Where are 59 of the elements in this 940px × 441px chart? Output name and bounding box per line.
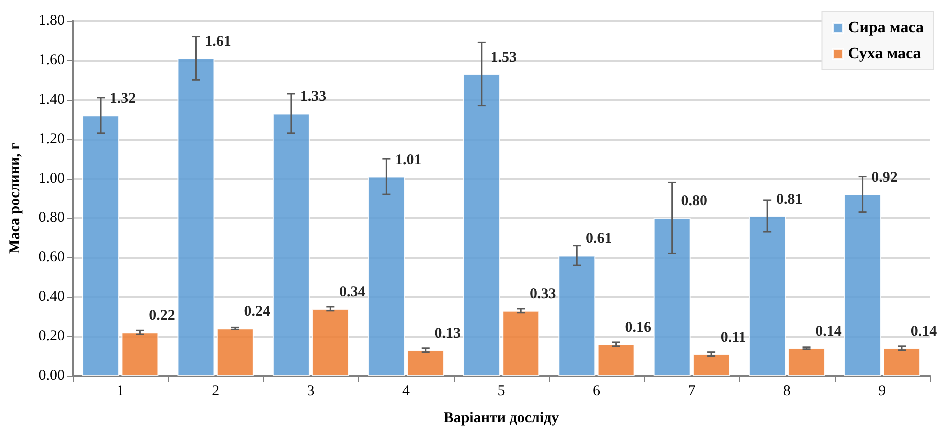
bar	[272, 114, 310, 376]
data-label: 0.16	[625, 320, 652, 336]
y-axis-title: Маса рослини, г	[8, 142, 24, 254]
bar	[558, 256, 596, 376]
x-tick-label: 3	[307, 384, 315, 400]
x-axis-title: Варіанти досліду	[444, 410, 560, 426]
bar	[82, 116, 120, 376]
bar	[654, 218, 691, 376]
data-label: 0.22	[149, 308, 176, 324]
data-label: 1.61	[205, 34, 232, 50]
bar	[502, 310, 540, 376]
data-label: 0.81	[776, 192, 803, 208]
data-label: 0.61	[586, 231, 612, 248]
bar	[407, 350, 444, 376]
bar	[598, 344, 635, 376]
bar	[788, 348, 826, 376]
bar	[368, 176, 406, 376]
data-label: 0.13	[434, 326, 461, 342]
bar	[178, 58, 215, 376]
y-tick-label: 0.60	[38, 250, 65, 266]
bar	[884, 348, 920, 376]
bar	[216, 328, 254, 376]
x-tick-label: 1	[116, 384, 124, 400]
x-tick-label: 5	[498, 384, 506, 400]
y-tick-label: 0.20	[38, 328, 65, 345]
data-label: 0.14	[910, 324, 938, 340]
y-tick-label: 1.80	[38, 13, 65, 29]
data-label: 0.80	[681, 194, 708, 210]
legend-label: Сира маса	[848, 20, 924, 36]
data-label: 1.53	[490, 50, 518, 66]
data-label: 0.34	[340, 284, 366, 300]
x-tick-label: 6	[592, 384, 601, 400]
y-tick-label: 1.40	[38, 92, 65, 108]
bar	[463, 74, 500, 376]
data-label: 0.14	[816, 324, 842, 340]
data-label: 1.33	[300, 89, 327, 106]
data-label: 1.32	[110, 91, 136, 108]
data-label: 0.92	[872, 170, 898, 186]
bar	[122, 332, 159, 376]
data-label: 0.11	[720, 330, 746, 346]
data-label: 1.01	[396, 152, 422, 168]
y-tick-label: 1.00	[38, 170, 65, 187]
bar	[749, 216, 786, 376]
x-tick-label: 4	[402, 384, 411, 400]
legend-label: Суха маса	[848, 46, 922, 62]
y-tick-label: 1.60	[38, 52, 65, 68]
x-tick-label: 9	[878, 384, 886, 400]
x-tick-label: 8	[783, 384, 791, 400]
data-label: 0.33	[530, 286, 556, 302]
data-label: 0.24	[244, 304, 272, 320]
y-tick-label: 0.80	[38, 210, 65, 226]
y-tick-label: 0.40	[38, 289, 65, 306]
x-tick-label: 7	[688, 384, 696, 400]
y-tick-label: 1.20	[38, 131, 65, 148]
bar	[312, 308, 350, 376]
x-tick-label: 2	[212, 384, 220, 400]
y-tick-label: 0.00	[38, 368, 65, 384]
bar	[844, 194, 882, 376]
bar	[693, 354, 730, 376]
